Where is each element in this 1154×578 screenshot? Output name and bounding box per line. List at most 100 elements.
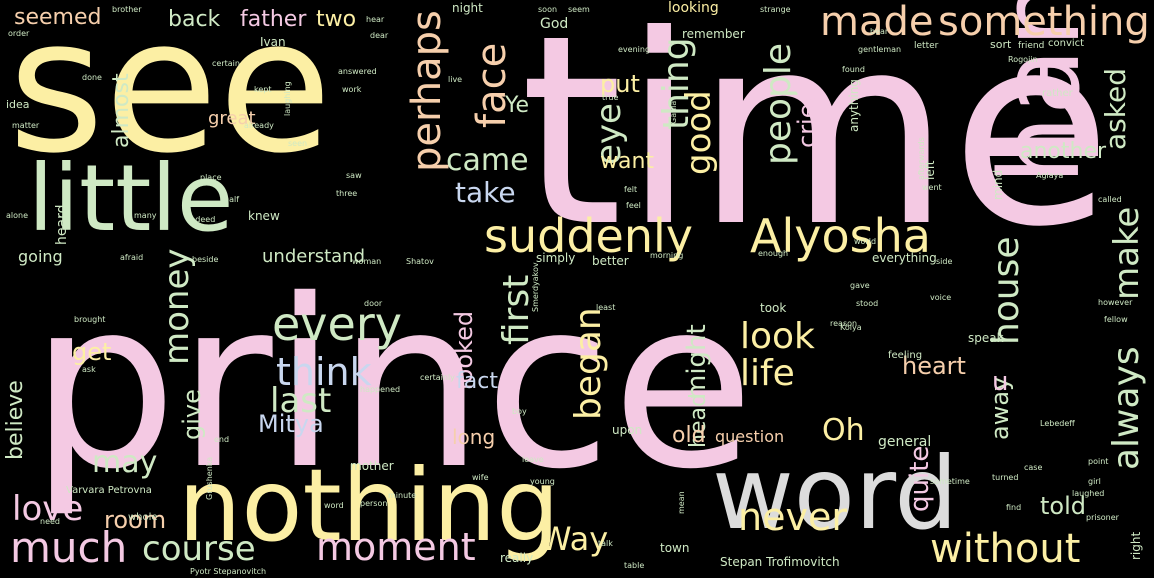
cloud-word: wife (472, 473, 489, 482)
cloud-word: boy (512, 407, 527, 416)
cloud-word: see (8, 0, 332, 194)
cloud-word: last (270, 381, 331, 421)
cloud-word: voice (930, 293, 951, 302)
cloud-word: Varvara Petrovna (66, 485, 152, 496)
cloud-word: letter (914, 41, 939, 51)
cloud-word: face (469, 43, 515, 128)
cloud-word: reason (830, 319, 857, 328)
cloud-word: sometime (930, 477, 970, 486)
cloud-word: minute (388, 491, 416, 500)
cloud-word: asked (1099, 68, 1132, 150)
cloud-word: long (452, 425, 495, 449)
cloud-word: Pyotr Stepanovitch (190, 567, 266, 576)
cloud-word: need (40, 517, 60, 526)
cloud-word: Alyosha (750, 209, 931, 263)
cloud-word: saw (346, 171, 362, 180)
cloud-word: Ye (504, 93, 529, 118)
cloud-word: give (178, 389, 206, 440)
cloud-word: end (214, 435, 229, 444)
cloud-word: people (758, 43, 799, 165)
cloud-word: evening (618, 45, 650, 54)
cloud-word: fellow (1104, 315, 1128, 324)
cloud-word: never (738, 495, 847, 539)
cloud-word: Way (540, 520, 608, 558)
cloud-word: feeling (888, 350, 922, 361)
cloud-word: laughing (283, 81, 292, 116)
cloud-word: case (1024, 463, 1042, 472)
cloud-word: door (364, 299, 383, 308)
cloud-word: began (568, 307, 609, 420)
cloud-word: strange (760, 5, 791, 14)
cloud-word: every (272, 297, 402, 351)
cloud-word: want (600, 149, 654, 174)
cloud-word: looking (668, 0, 719, 16)
cloud-word: moment (316, 525, 476, 569)
cloud-word: talk (598, 539, 613, 548)
cloud-word: already (244, 121, 274, 130)
cloud-word: felt (624, 185, 637, 194)
cloud-word: turned (992, 473, 1018, 482)
cloud-word: money (157, 248, 197, 365)
cloud-word: Shatov (406, 257, 434, 266)
cloud-word: fact (456, 369, 498, 394)
cloud-word: feel (626, 201, 641, 210)
cloud-word: matter (12, 121, 40, 130)
cloud-word: general (878, 434, 931, 450)
cloud-word: u (992, 367, 1008, 397)
cloud-word: least (596, 303, 615, 312)
cloud-word: stood (856, 299, 878, 308)
cloud-word: hand (976, 0, 1104, 185)
cloud-word: think (276, 350, 372, 394)
cloud-word: sort (990, 38, 1012, 51)
cloud-word: anything (847, 79, 861, 132)
cloud-word: soon (538, 5, 557, 14)
cloud-word: certain (212, 59, 240, 68)
cloud-word: Smerdyakov (531, 262, 540, 312)
cloud-word: answered (338, 67, 377, 76)
cloud-word: night (452, 1, 483, 15)
cloud-word: head (686, 393, 711, 448)
cloud-word: get (72, 338, 111, 366)
cloud-word: prince (30, 250, 754, 520)
cloud-word: believe (3, 380, 28, 460)
cloud-word: many (134, 211, 157, 220)
cloud-word: called (1098, 195, 1122, 204)
cloud-word: great (208, 108, 256, 129)
cloud-word: put (600, 70, 640, 98)
cloud-word: left (923, 160, 937, 180)
cloud-word: happened (360, 385, 400, 394)
cloud-word: hear (366, 15, 385, 24)
cloud-word: cried (793, 88, 821, 148)
cloud-word: mind (991, 170, 1005, 200)
cloud-word: right (1129, 532, 1143, 560)
cloud-word: word (712, 435, 958, 552)
cloud-word: seem (568, 5, 590, 14)
cloud-word: two (316, 7, 356, 32)
cloud-word: however (1098, 298, 1133, 307)
cloud-word: certainly (420, 373, 455, 382)
cloud-word: convict (1048, 38, 1084, 49)
cloud-word: everything (872, 251, 937, 265)
cloud-word: done (82, 73, 102, 82)
cloud-word: went (922, 183, 942, 192)
cloud-word: seemed (14, 5, 101, 30)
cloud-word: live (448, 75, 462, 84)
cloud-word: took (760, 301, 786, 315)
cloud-word: word (324, 501, 344, 510)
cloud-word: beside (192, 255, 218, 264)
cloud-word: ask (82, 365, 96, 374)
cloud-word: Aglaya (1036, 171, 1063, 180)
cloud-word: gave (850, 281, 870, 290)
cloud-word: work (342, 85, 362, 94)
cloud-word: brought (74, 315, 105, 324)
cloud-word: old (672, 423, 706, 448)
cloud-word: remember (682, 27, 745, 41)
cloud-word: back (168, 7, 221, 32)
cloud-word: better (592, 254, 629, 268)
cloud-word: brother (112, 5, 142, 14)
cloud-word: thing (656, 37, 697, 130)
cloud-word: life (740, 353, 795, 394)
cloud-word: girl (1088, 477, 1101, 486)
